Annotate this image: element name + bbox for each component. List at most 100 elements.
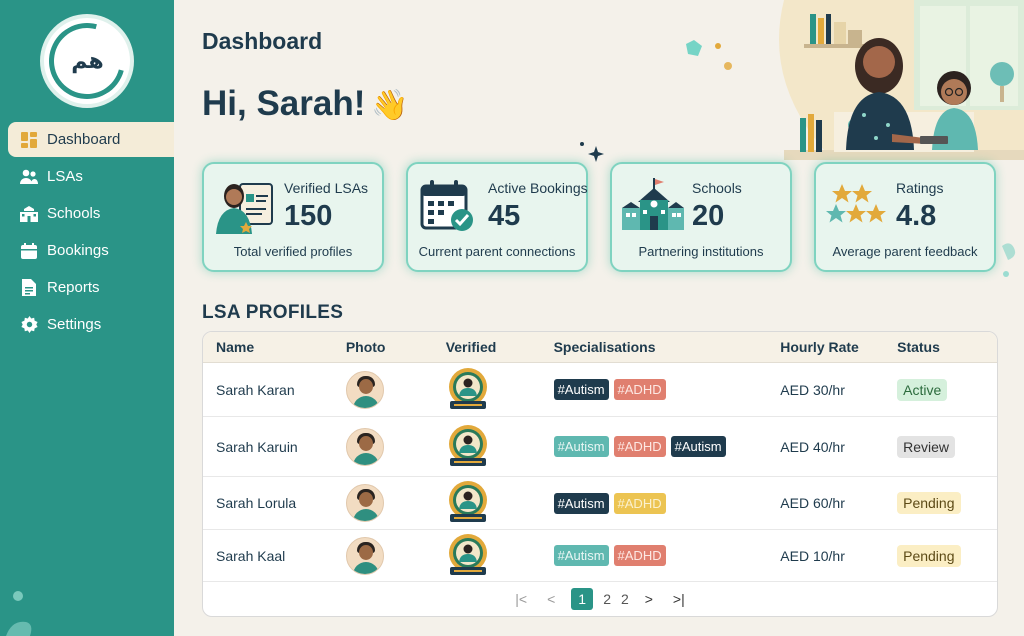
hourly-rate: AED 30/hr	[780, 381, 845, 398]
gear-icon	[20, 316, 38, 334]
stat-card-active-bookings[interactable]: Active Bookings 45 Current parent connec…	[406, 162, 588, 272]
specialisation-tag[interactable]: #Autism	[553, 492, 609, 514]
logo-ring: هم	[35, 9, 139, 113]
specialisation-tag[interactable]: #ADHD	[613, 545, 666, 566]
specialisation-tag[interactable]: #Autism	[670, 436, 726, 457]
lsa-name[interactable]: Sarah Lorula	[216, 495, 297, 511]
last-page-button[interactable]: >|	[672, 591, 685, 607]
status-cell: Review	[897, 435, 997, 458]
hero-illustration	[764, 0, 1024, 160]
specialisation-tag[interactable]: #ADHD	[613, 379, 666, 400]
avatar[interactable]	[345, 427, 384, 466]
avatar-body	[352, 509, 379, 521]
side-decoration	[1002, 243, 1016, 277]
app-logo[interactable]: هم	[35, 9, 139, 113]
table-row[interactable]: Sarah Lorula #Autism #ADHD AED 60/hr Pending	[203, 477, 997, 530]
table-body: Sarah Karan #Autism #ADHD AED 30/hr Active Sa…	[203, 363, 997, 582]
column-header-hourly-rate[interactable]: Hourly Rate	[780, 339, 859, 355]
verified-cell	[446, 424, 554, 470]
main-content: Dashboard Hi, Sarah! 👋	[174, 0, 1024, 636]
column-header-photo[interactable]: Photo	[345, 339, 386, 355]
column-header-verified[interactable]: Verified	[445, 339, 497, 355]
sidebar-decoration	[6, 591, 32, 636]
logo-text: هم	[70, 48, 104, 74]
column-header-specialisations[interactable]: Specialisations	[553, 339, 656, 355]
sidebar-item-bookings[interactable]: Bookings	[8, 233, 174, 268]
avatar-head	[358, 435, 373, 451]
sidebar-item-lsas[interactable]: LSAs	[8, 159, 174, 194]
stat-label: Ratings	[896, 180, 944, 196]
page-title: Dashboard	[202, 28, 323, 54]
avatar-body	[352, 395, 379, 408]
stat-subtext: Average parent feedback	[832, 244, 978, 259]
sidebar-item-label: Dashboard	[47, 131, 121, 148]
next-page-button[interactable]: >	[644, 591, 653, 607]
page-button-3[interactable]: 2	[621, 591, 629, 607]
dashboard-icon	[20, 131, 38, 149]
star-decoration	[580, 142, 604, 162]
avatar[interactable]	[345, 370, 384, 409]
specialisation-tag[interactable]: #Autism	[553, 436, 609, 457]
specialisation-tag[interactable]: #Autism	[553, 545, 609, 566]
verified-cell	[446, 533, 554, 579]
sidebar-nav: Dashboard LSAs Schools Bookings Reports	[8, 122, 174, 344]
avatar-body	[352, 561, 379, 574]
photo-cell	[345, 536, 446, 575]
waving-hand-icon: 👋	[371, 89, 409, 122]
sidebar-item-dashboard[interactable]: Dashboard	[8, 122, 174, 157]
avatar[interactable]	[345, 484, 384, 522]
lsa-name[interactable]: Sarah Karan	[216, 381, 295, 398]
sidebar-item-label: Schools	[47, 205, 101, 222]
table-row[interactable]: Sarah Karuin #Autism #ADHD #Autism AED 40/hr…	[203, 417, 997, 477]
sidebar-item-reports[interactable]: Reports	[8, 270, 174, 305]
page-button-1[interactable]: 1	[571, 588, 594, 610]
hourly-rate: AED 60/hr	[780, 495, 845, 511]
status-badge: Pending	[897, 544, 961, 567]
sidebar-item-label: Settings	[47, 316, 102, 333]
table-row[interactable]: Sarah Karan #Autism #ADHD AED 30/hr Active	[203, 363, 997, 417]
sidebar-item-settings[interactable]: Settings	[8, 307, 174, 342]
sidebar-item-label: Bookings	[47, 242, 109, 259]
photo-cell	[345, 370, 446, 409]
avatar-head	[358, 378, 373, 394]
status-cell: Pending	[897, 544, 997, 567]
avatar[interactable]	[345, 536, 384, 575]
stat-subtext: Partnering institutions	[638, 244, 764, 259]
stat-card-ratings[interactable]: Ratings 4.8 Average parent feedback	[814, 162, 996, 272]
sidebar-item-schools[interactable]: Schools	[8, 196, 174, 231]
column-header-status[interactable]: Status	[897, 339, 940, 355]
document-icon	[20, 279, 38, 297]
avatar-body	[352, 452, 379, 465]
first-page-button[interactable]: |<	[515, 591, 528, 607]
specialisation-tag[interactable]: #Autism	[553, 379, 609, 400]
verified-profile-icon	[216, 183, 273, 234]
hourly-rate: AED 40/hr	[780, 438, 845, 455]
stat-card-verified-lsas[interactable]: Verified LSAs 150 Total verified profile…	[202, 162, 384, 272]
column-header-name[interactable]: Name	[216, 339, 255, 355]
specialisations-cell: #Autism #ADHD	[553, 492, 781, 514]
table-row[interactable]: Sarah Kaal #Autism #ADHD AED 10/hr Pending	[203, 530, 997, 582]
status-badge: Active	[897, 378, 948, 401]
stars-icon	[826, 184, 886, 223]
lsa-name[interactable]: Sarah Karuin	[216, 438, 298, 455]
stat-card-schools[interactable]: Schools 20 Partnering institutions	[610, 162, 792, 272]
specialisation-tag[interactable]: #ADHD	[613, 436, 666, 457]
stat-value: 45	[488, 200, 521, 232]
stat-value: 20	[692, 200, 725, 232]
specialisations-cell: #Autism #ADHD #Autism	[553, 436, 781, 457]
verified-badge-icon	[446, 533, 490, 579]
sparkle-decoration	[686, 40, 732, 70]
status-badge: Pending	[897, 492, 961, 514]
stat-value: 4.8	[896, 200, 937, 232]
specialisation-tag[interactable]: #ADHD	[613, 492, 666, 514]
verified-badge-icon	[446, 367, 490, 413]
verified-badge-icon	[446, 480, 490, 526]
stat-subtext: Total verified profiles	[233, 244, 353, 259]
verified-cell	[446, 480, 554, 526]
previous-page-button[interactable]: <	[547, 591, 556, 607]
users-icon	[20, 168, 38, 186]
sidebar-item-label: LSAs	[47, 168, 83, 185]
page-button-2[interactable]: 2	[603, 591, 611, 607]
greeting: Hi, Sarah! 👋	[202, 84, 409, 124]
lsa-name[interactable]: Sarah Kaal	[216, 547, 286, 564]
